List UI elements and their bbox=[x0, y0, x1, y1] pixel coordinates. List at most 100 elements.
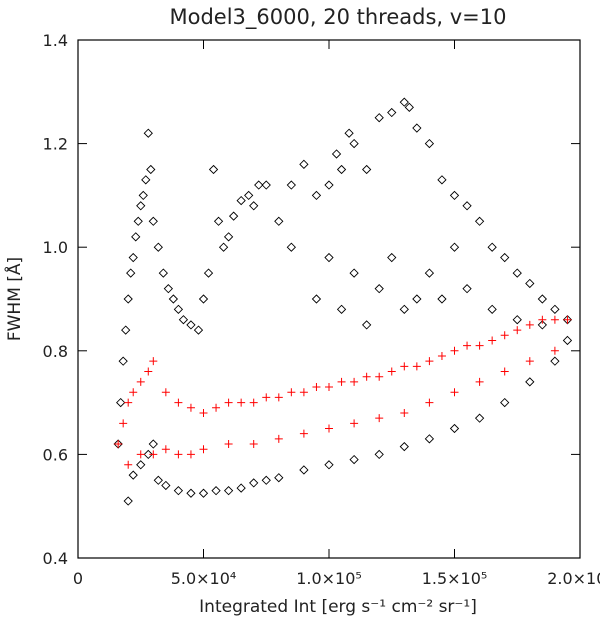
diamond-point bbox=[193, 325, 204, 335]
plus-point bbox=[212, 403, 221, 412]
plus-point bbox=[124, 398, 133, 407]
diamond-point bbox=[349, 454, 359, 465]
diamond-point bbox=[261, 180, 271, 190]
plus-point bbox=[161, 445, 170, 454]
plus-point bbox=[437, 351, 446, 360]
plus-point bbox=[129, 388, 138, 397]
diamond-point bbox=[362, 320, 372, 330]
diamond-point bbox=[168, 294, 179, 304]
diamond-point bbox=[412, 123, 422, 133]
diamond-point bbox=[424, 268, 435, 278]
diamond-point bbox=[462, 201, 472, 211]
diamond-point bbox=[299, 465, 309, 475]
diamond-point bbox=[131, 232, 141, 242]
diamond-point bbox=[138, 190, 148, 201]
plus-point bbox=[274, 393, 283, 402]
diamond-point bbox=[218, 242, 229, 252]
plus-point bbox=[475, 341, 484, 350]
diamond-point bbox=[374, 113, 384, 123]
plus-point bbox=[124, 460, 133, 469]
plus-point bbox=[199, 445, 208, 454]
plus-point bbox=[450, 388, 459, 397]
diamond-point bbox=[537, 294, 547, 304]
diamond-point bbox=[223, 486, 234, 496]
diamond-point bbox=[186, 488, 196, 498]
diamond-point bbox=[286, 242, 296, 252]
diamond-point bbox=[387, 107, 397, 118]
plus-point bbox=[274, 434, 283, 443]
diamond-point bbox=[550, 304, 560, 314]
diamond-point bbox=[512, 315, 522, 325]
plus-point bbox=[500, 367, 509, 376]
plus-point bbox=[525, 357, 534, 366]
diamond-point bbox=[399, 304, 409, 314]
plus-point bbox=[513, 326, 522, 335]
plus-point bbox=[475, 377, 484, 386]
diamond-point bbox=[299, 159, 309, 169]
plus-point bbox=[563, 315, 572, 324]
plus-point bbox=[149, 357, 158, 366]
plus-point bbox=[144, 367, 153, 376]
diamond-point bbox=[173, 304, 184, 314]
plus-point bbox=[149, 450, 158, 459]
plus-point bbox=[249, 398, 258, 407]
diamond-point bbox=[437, 294, 447, 304]
y-tick-label: 1.0 bbox=[43, 238, 68, 257]
chart-title: Model3_6000, 20 threads, v=10 bbox=[170, 5, 507, 30]
diamond-point bbox=[374, 284, 384, 294]
plus-point bbox=[350, 377, 359, 386]
diamond-point bbox=[500, 252, 510, 263]
diamond-point bbox=[141, 175, 151, 185]
diamond-point bbox=[424, 434, 435, 444]
diamond-point bbox=[128, 252, 138, 263]
data-points bbox=[113, 97, 573, 506]
plus-point bbox=[136, 377, 145, 386]
diamond-point bbox=[537, 320, 547, 330]
y-axis-label: FWHM [Å] bbox=[3, 257, 25, 341]
diamond-point bbox=[562, 335, 573, 346]
diamond-point bbox=[324, 180, 334, 190]
plus-point bbox=[299, 429, 308, 438]
diamond-point bbox=[211, 486, 221, 496]
diamond-point bbox=[249, 201, 259, 211]
diamond-point bbox=[186, 320, 196, 330]
diamond-point bbox=[274, 473, 284, 483]
diamond-point bbox=[449, 242, 460, 252]
plus-point bbox=[174, 398, 183, 407]
diamond-point bbox=[143, 128, 153, 138]
plus-point bbox=[550, 315, 559, 324]
diamond-point bbox=[286, 180, 296, 190]
diamond-point bbox=[374, 449, 384, 460]
diamond-point bbox=[449, 190, 460, 201]
diamond-point bbox=[148, 216, 158, 226]
x-tick-label: 5.0×10⁴ bbox=[171, 569, 237, 588]
diamond-point bbox=[487, 304, 497, 314]
diamond-point bbox=[474, 216, 485, 226]
x-tick-label: 1.0×10⁵ bbox=[296, 569, 362, 588]
plus-point bbox=[237, 398, 246, 407]
x-tick-label: 0 bbox=[73, 569, 83, 588]
diamond-point bbox=[399, 97, 409, 107]
diamond-point bbox=[261, 475, 271, 485]
diamond-point bbox=[133, 216, 143, 226]
diamond-point bbox=[198, 294, 209, 304]
diamond-point bbox=[525, 377, 535, 387]
diamond-point bbox=[399, 441, 409, 452]
diamond-point bbox=[362, 164, 372, 175]
plus-point bbox=[337, 377, 346, 386]
plus-point bbox=[412, 362, 421, 371]
diamond-point bbox=[121, 325, 131, 335]
diamond-point bbox=[512, 268, 522, 278]
plus-point bbox=[325, 424, 333, 433]
diamond-point bbox=[249, 478, 259, 488]
plus-point bbox=[525, 320, 534, 329]
y-tick-label: 1.4 bbox=[43, 31, 68, 50]
diamond-point bbox=[153, 475, 163, 485]
diamond-point bbox=[158, 268, 168, 278]
plus-point bbox=[488, 336, 497, 345]
plus-point bbox=[249, 440, 258, 449]
plus-point bbox=[425, 357, 434, 366]
diamond-point bbox=[449, 423, 460, 434]
plus-point bbox=[362, 372, 371, 381]
plus-point bbox=[463, 341, 472, 350]
